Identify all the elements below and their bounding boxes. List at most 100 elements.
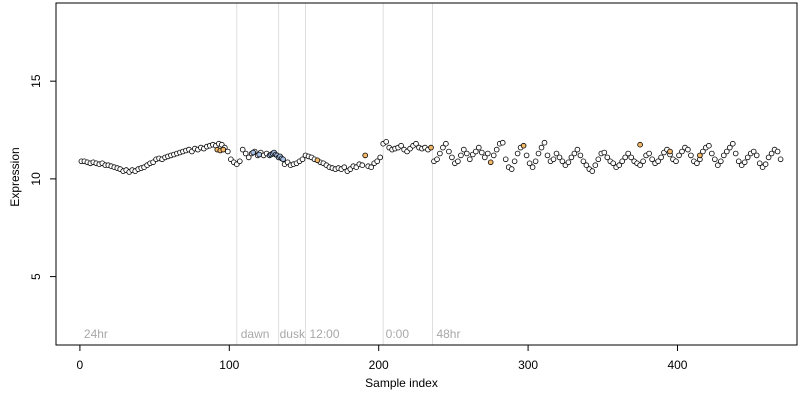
data-point bbox=[667, 148, 673, 155]
data-point bbox=[472, 148, 479, 155]
data-point bbox=[625, 150, 631, 157]
data-point bbox=[428, 144, 434, 151]
data-point bbox=[377, 154, 384, 161]
data-point bbox=[744, 154, 751, 161]
data-point bbox=[777, 156, 784, 163]
data-point bbox=[237, 158, 243, 165]
data-point bbox=[583, 162, 590, 169]
y-tick-label: 10 bbox=[29, 172, 43, 186]
data-point bbox=[299, 156, 306, 163]
data-point bbox=[437, 150, 443, 157]
data-point bbox=[732, 150, 739, 157]
phase-label: dawn bbox=[241, 327, 270, 341]
data-point bbox=[649, 156, 655, 163]
data-point bbox=[595, 156, 602, 163]
data-point bbox=[523, 152, 530, 159]
phase-label: 48hr bbox=[436, 327, 460, 341]
phase-label: dusk bbox=[280, 327, 306, 341]
y-axis-title: Expression bbox=[8, 147, 22, 206]
data-point bbox=[314, 157, 321, 164]
x-axis-title: Sample index bbox=[365, 376, 438, 390]
data-point bbox=[466, 156, 473, 163]
data-point bbox=[242, 150, 249, 157]
data-point bbox=[511, 158, 518, 165]
data-point bbox=[565, 159, 572, 166]
data-point bbox=[341, 164, 348, 171]
data-point bbox=[741, 159, 748, 166]
data-point bbox=[711, 156, 718, 163]
data-point bbox=[679, 148, 685, 155]
data-points bbox=[78, 139, 784, 175]
data-point bbox=[460, 146, 467, 153]
data-point bbox=[490, 152, 497, 159]
data-point bbox=[455, 158, 461, 165]
data-point bbox=[717, 158, 724, 165]
data-point bbox=[604, 154, 611, 161]
x-tick-label: 400 bbox=[667, 358, 687, 372]
data-point bbox=[628, 154, 634, 161]
y-tick-label: 5 bbox=[29, 273, 43, 280]
data-point bbox=[538, 144, 545, 151]
data-point bbox=[762, 161, 769, 168]
y-tick-label: 15 bbox=[29, 74, 43, 88]
data-point bbox=[245, 154, 252, 161]
phase-labels: 24hr dawn dusk 12:00 0:00 48hr bbox=[84, 327, 461, 341]
data-point bbox=[440, 144, 446, 151]
data-point bbox=[735, 158, 742, 165]
data-point bbox=[720, 152, 727, 159]
data-point bbox=[239, 146, 246, 153]
data-point bbox=[589, 168, 596, 174]
data-point bbox=[655, 158, 661, 165]
data-point bbox=[449, 154, 455, 161]
data-point bbox=[601, 149, 608, 156]
data-point bbox=[750, 148, 757, 155]
data-point bbox=[616, 162, 622, 169]
data-point bbox=[475, 144, 482, 151]
x-tick-label: 0 bbox=[77, 358, 84, 372]
data-point bbox=[481, 154, 488, 161]
data-point bbox=[398, 142, 404, 149]
data-point bbox=[359, 162, 366, 169]
data-point bbox=[574, 146, 581, 153]
data-point bbox=[502, 156, 509, 163]
data-point bbox=[559, 158, 566, 165]
data-point bbox=[729, 140, 736, 147]
data-point bbox=[526, 160, 533, 167]
phase-label: 12:00 bbox=[309, 327, 339, 341]
phase-lines bbox=[236, 3, 433, 345]
data-point bbox=[556, 154, 563, 161]
data-point bbox=[362, 152, 369, 159]
data-point bbox=[768, 150, 775, 157]
data-point bbox=[700, 148, 706, 155]
data-point bbox=[280, 156, 286, 163]
data-point bbox=[544, 152, 551, 159]
data-point bbox=[622, 154, 628, 161]
data-point bbox=[413, 140, 419, 147]
data-point bbox=[532, 158, 539, 165]
data-point bbox=[673, 158, 679, 165]
x-tick-label: 300 bbox=[518, 358, 538, 372]
data-point bbox=[553, 150, 560, 157]
data-point bbox=[765, 154, 772, 161]
data-point bbox=[484, 150, 491, 157]
data-point bbox=[577, 152, 584, 159]
data-point bbox=[676, 152, 682, 159]
data-point bbox=[646, 150, 652, 157]
data-point bbox=[658, 154, 664, 161]
data-point bbox=[443, 140, 449, 147]
data-point bbox=[723, 148, 730, 155]
data-point bbox=[756, 160, 763, 167]
data-point bbox=[478, 149, 485, 156]
data-point bbox=[568, 154, 575, 161]
data-point bbox=[688, 152, 694, 159]
data-point bbox=[514, 150, 521, 157]
data-point bbox=[580, 158, 587, 165]
data-point bbox=[250, 149, 257, 156]
data-point bbox=[220, 146, 227, 153]
x-tick-label: 100 bbox=[219, 358, 239, 372]
data-point bbox=[726, 144, 733, 151]
data-point bbox=[446, 148, 452, 155]
data-point bbox=[541, 139, 548, 146]
